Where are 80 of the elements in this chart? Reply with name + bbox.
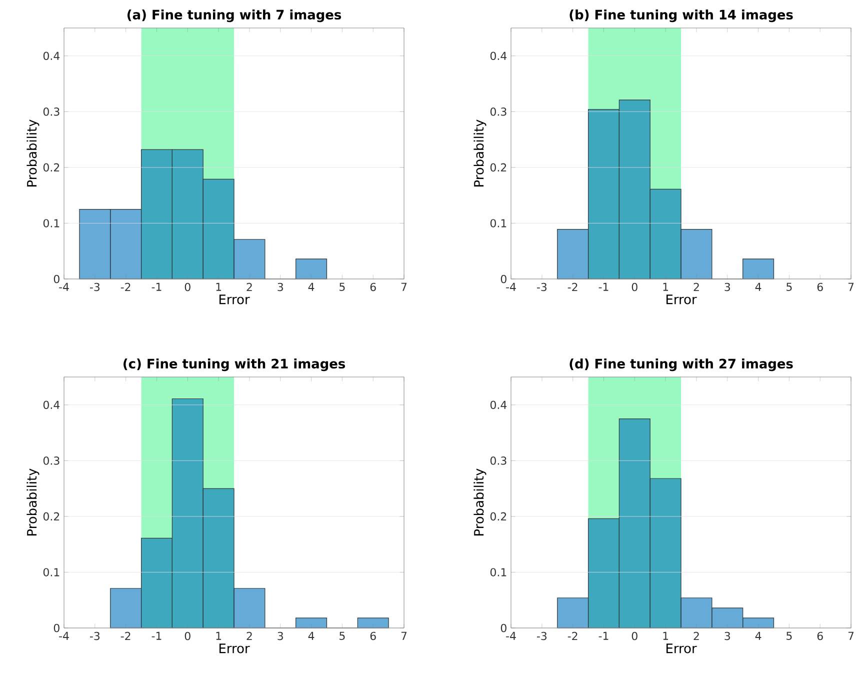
x-tick-label: 5 [786, 282, 792, 291]
y-axis-title: Probability [474, 120, 486, 186]
y-tick-label: 0.2 [490, 163, 506, 172]
x-tick-label: 5 [340, 282, 345, 291]
x-tick-label: 1 [663, 632, 668, 640]
y-axis-title: Probability [474, 468, 486, 536]
y-tick-label: 0.4 [490, 400, 507, 410]
y-tick-label: 0.4 [43, 400, 60, 410]
x-tick-label: 3 [278, 282, 283, 292]
y-tick-label: 0.3 [490, 108, 506, 116]
y-tick-label: 0.1 [490, 219, 506, 228]
x-tick-label: 5 [786, 632, 792, 640]
y-tick-label: 0.4 [43, 52, 60, 60]
y-tick-label: 0.1 [490, 568, 506, 576]
x-axis-title: Error [219, 644, 250, 654]
y-tick-label: 0.3 [490, 456, 506, 465]
x-tick-label: 0 [632, 632, 638, 640]
x-tick-label: 7 [401, 632, 407, 640]
x-axis-title: Error [219, 294, 250, 304]
x-tick-label: -1 [598, 632, 608, 640]
x-tick-label: 1 [216, 282, 222, 291]
x-tick-label: 1 [216, 632, 222, 640]
x-tick-label: 0 [184, 282, 190, 292]
x-tick-label: 3 [724, 282, 730, 292]
x-axis-title: Error [666, 294, 697, 304]
x-tick-label: 4 [308, 282, 314, 291]
x-tick-label: 7 [848, 632, 854, 640]
chart-title: (b) Fine tuning with 14 images [570, 10, 793, 22]
x-tick-label: 6 [817, 632, 823, 640]
y-tick-label: 0.2 [490, 512, 506, 521]
y-tick-label: 0 [500, 274, 506, 284]
x-tick-label: 0 [184, 632, 190, 640]
x-tick-label: -1 [598, 282, 608, 291]
x-tick-label: 0 [632, 282, 638, 292]
y-axis-title: Probability [26, 120, 40, 186]
x-tick-label: 5 [340, 632, 345, 640]
chart-title: (d) Fine tuning with 27 images [570, 358, 793, 372]
y-tick-label: 0.4 [490, 52, 507, 60]
x-tick-label: 2 [694, 632, 699, 640]
x-tick-label: 3 [724, 632, 730, 640]
x-tick-label: 1 [663, 282, 668, 291]
y-tick-label: 0.3 [43, 108, 60, 116]
y-tick-label: 0 [54, 274, 60, 284]
x-tick-label: -2 [120, 632, 130, 640]
x-tick-label: 7 [848, 282, 854, 291]
x-tick-label: 4 [755, 282, 762, 291]
x-tick-label: -2 [568, 632, 578, 640]
x-tick-label: -2 [120, 282, 130, 291]
x-tick-label: 6 [817, 282, 823, 292]
y-tick-label: 0 [54, 624, 60, 632]
chart-title: (c) Fine tuning with 21 images [124, 358, 346, 372]
x-tick-label: -2 [568, 282, 578, 291]
y-tick-label: 0.2 [43, 163, 60, 172]
chart-title: (a) Fine tuning with 7 images [128, 10, 342, 22]
y-tick-label: 0.1 [43, 568, 60, 576]
x-tick-label: 4 [755, 632, 762, 640]
x-tick-label: -1 [152, 282, 162, 291]
x-tick-label: -4 [506, 632, 516, 640]
y-tick-label: 0.1 [43, 219, 60, 228]
x-tick-label: 4 [308, 632, 314, 640]
x-tick-label: -4 [59, 632, 69, 640]
y-tick-label: 0 [500, 624, 506, 632]
x-tick-label: -3 [536, 632, 547, 640]
x-tick-label: 6 [370, 282, 376, 292]
x-tick-label: 7 [401, 282, 407, 291]
x-tick-label: -3 [90, 632, 100, 640]
x-axis-title: Error [666, 644, 697, 654]
x-tick-label: 2 [246, 282, 252, 291]
x-tick-label: -4 [506, 282, 516, 291]
x-tick-label: -1 [152, 632, 162, 640]
y-tick-label: 0.2 [43, 512, 60, 521]
y-tick-label: 0.3 [43, 456, 60, 465]
x-tick-label: 6 [370, 632, 376, 640]
x-tick-label: -3 [536, 282, 547, 292]
x-tick-label: 2 [246, 632, 252, 640]
x-tick-label: 2 [694, 282, 699, 291]
x-tick-label: 3 [278, 632, 283, 640]
y-axis-title: Probability [26, 468, 40, 536]
x-tick-label: -4 [59, 282, 69, 291]
x-tick-label: -3 [90, 282, 100, 292]
